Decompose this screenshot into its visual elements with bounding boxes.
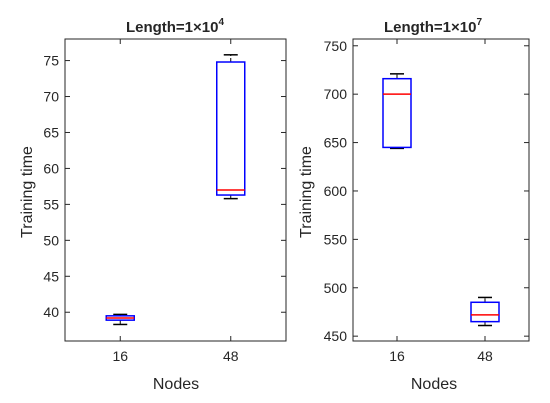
x-tick-label-left: 48 <box>223 348 239 364</box>
plot-area-left: 40 45 50 55 60 65 70 75 16 48 <box>43 38 287 364</box>
x-tick-label-right: 16 <box>389 348 405 364</box>
y-tick-label-left: 60 <box>43 160 59 176</box>
chart-title-right-exponent: 7 <box>476 17 482 28</box>
y-tick-label-right: 750 <box>324 38 348 54</box>
y-tick-label-right: 600 <box>324 183 348 199</box>
box-left-16 <box>105 313 135 326</box>
box-right-48 <box>470 296 500 327</box>
y-axis-label-right: Training time <box>298 146 315 238</box>
y-tick-label-left: 45 <box>43 268 59 284</box>
y-tick-label-right: 700 <box>324 86 348 102</box>
x-axis-label-right: Nodes <box>411 376 457 393</box>
y-tick-label-left: 55 <box>43 196 59 212</box>
y-tick-label-left: 40 <box>43 304 59 320</box>
x-tick-label-left: 16 <box>112 348 128 364</box>
plot-area-right: 450 500 550 600 650 700 750 16 48 <box>324 38 530 364</box>
y-tick-label-right: 650 <box>324 135 348 151</box>
axes-frame-right <box>352 38 530 342</box>
x-axis-label-left: Nodes <box>153 376 199 393</box>
y-tick-label-left: 75 <box>43 53 59 69</box>
y-tick-label-right: 450 <box>324 328 348 344</box>
box-iqr <box>382 77 412 149</box>
y-tick-label-right: 500 <box>324 280 348 296</box>
chart-title-left-base: Length=1×10 <box>126 19 219 36</box>
chart-title-left-exponent: 4 <box>218 17 224 28</box>
chart-panel-right: Length=1×107 450 500 550 600 650 700 750 16 48 N… <box>298 17 530 393</box>
y-tick-label-left: 70 <box>43 89 59 105</box>
chart-title-left: Length=1×104 <box>126 17 225 36</box>
x-tick-label-right: 48 <box>477 348 493 364</box>
y-tick-label-left: 50 <box>43 232 59 248</box>
box-iqr <box>470 301 500 323</box>
chart-title-right-base: Length=1×10 <box>384 19 477 36</box>
axes-frame-left <box>64 38 287 342</box>
box-left-48 <box>216 54 246 200</box>
chart-title-right: Length=1×107 <box>384 17 483 36</box>
y-tick-label-left: 65 <box>43 124 59 140</box>
box-iqr <box>216 61 246 196</box>
box-right-16 <box>382 73 412 150</box>
y-axis-label-left: Training time <box>19 146 36 238</box>
y-tick-label-right: 550 <box>324 231 348 247</box>
